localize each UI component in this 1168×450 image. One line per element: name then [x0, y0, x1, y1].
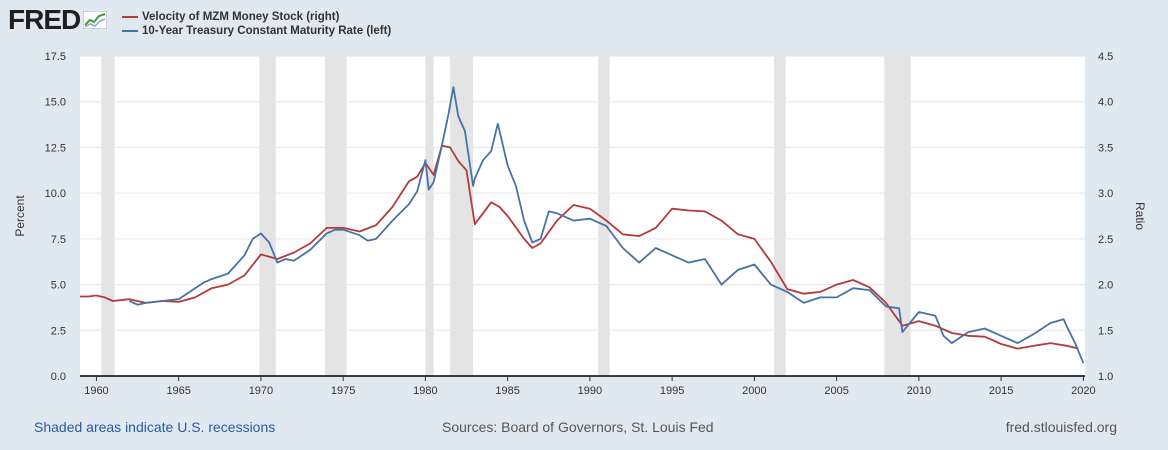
y-right-tick-label: 4.5 [1098, 51, 1113, 63]
recession-band-6 [774, 56, 786, 376]
y-axis-left-ticks: 0.0 2.5 5.0 7.5 10.0 12.5 15.0 17.5 [45, 51, 66, 383]
recession-band-2 [325, 56, 347, 376]
y-axis-right-ticks: 1.0 1.5 2.0 2.5 3.0 3.5 4.0 4.5 [1098, 51, 1113, 383]
sources-note: Sources: Board of Governors, St. Louis F… [442, 419, 714, 435]
x-tick-label: 1990 [578, 385, 602, 397]
y-left-tick-label: 0.0 [51, 371, 66, 383]
fred-logo[interactable]: FRED [8, 4, 108, 35]
recession-band-7 [884, 56, 911, 376]
fred-logo-text: FRED [8, 4, 81, 35]
x-tick-label: 1995 [660, 385, 684, 397]
recession-note: Shaded areas indicate U.S. recessions [34, 419, 276, 435]
x-tick-label: 1980 [413, 385, 437, 397]
legend-swatch-velocity [122, 16, 138, 18]
x-tick-label: 2015 [989, 385, 1013, 397]
y-right-tick-label: 4.0 [1098, 97, 1113, 109]
legend-label-velocity: Velocity of MZM Money Stock (right) [142, 11, 340, 23]
recession-band-4 [450, 56, 474, 376]
recession-band-5 [598, 56, 610, 376]
y-left-tick-label: 17.5 [45, 51, 66, 63]
legend-swatch-treasury [122, 30, 138, 32]
series-lines [80, 86, 1085, 364]
series-line-treasury [128, 86, 1085, 364]
y-left-tick-label: 5.0 [51, 280, 66, 292]
y-left-tick-label: 10.0 [45, 188, 66, 200]
x-tick-label: 2010 [907, 385, 931, 397]
x-tick-label: 2005 [824, 385, 848, 397]
y-right-tick-label: 2.0 [1098, 280, 1113, 292]
x-tick-label: 2020 [1071, 385, 1095, 397]
chart-legend: Velocity of MZM Money Stock (right) 10-Y… [122, 10, 391, 38]
series-line-velocity [80, 144, 1079, 350]
recession-band-0 [101, 56, 115, 376]
y-left-tick-label: 12.5 [45, 142, 66, 154]
x-tick-label: 1970 [249, 385, 273, 397]
x-tick-label: 1965 [166, 385, 190, 397]
x-tick-label: 1960 [84, 385, 108, 397]
site-link[interactable]: fred.stlouisfed.org [1005, 419, 1117, 435]
legend-item-velocity: Velocity of MZM Money Stock (right) [122, 10, 391, 24]
recession-band-3 [425, 56, 434, 376]
x-tick-label: 2000 [742, 385, 766, 397]
line-graph-icon [83, 11, 108, 29]
grid-lines [80, 55, 1085, 331]
y-axis-right-label: Ratio [1133, 202, 1147, 230]
y-right-tick-label: 2.5 [1098, 234, 1113, 246]
legend-label-treasury: 10-Year Treasury Constant Maturity Rate … [142, 25, 392, 37]
y-left-tick-label: 7.5 [51, 234, 66, 246]
y-axis-left-label: Percent [13, 195, 27, 237]
legend-item-treasury: 10-Year Treasury Constant Maturity Rate … [122, 24, 391, 38]
y-left-tick-label: 2.5 [51, 325, 66, 337]
y-right-tick-label: 3.0 [1098, 188, 1113, 200]
y-left-tick-label: 15.0 [45, 97, 66, 109]
plot-background [80, 56, 1085, 376]
chart-svg: 1960 1965 1970 1975 1980 1985 1990 1995 2000 2005… [13, 51, 1147, 397]
recession-shading [101, 56, 911, 376]
y-right-tick-label: 1.0 [1098, 371, 1113, 383]
x-axis-ticks: 1960 1965 1970 1975 1980 1985 1990 1995 2000 2005… [84, 376, 1096, 397]
x-tick-label: 1985 [495, 385, 519, 397]
recession-band-1 [259, 56, 276, 376]
y-right-tick-label: 3.5 [1098, 142, 1113, 154]
y-right-tick-label: 1.5 [1098, 325, 1113, 337]
x-tick-label: 1975 [331, 385, 355, 397]
